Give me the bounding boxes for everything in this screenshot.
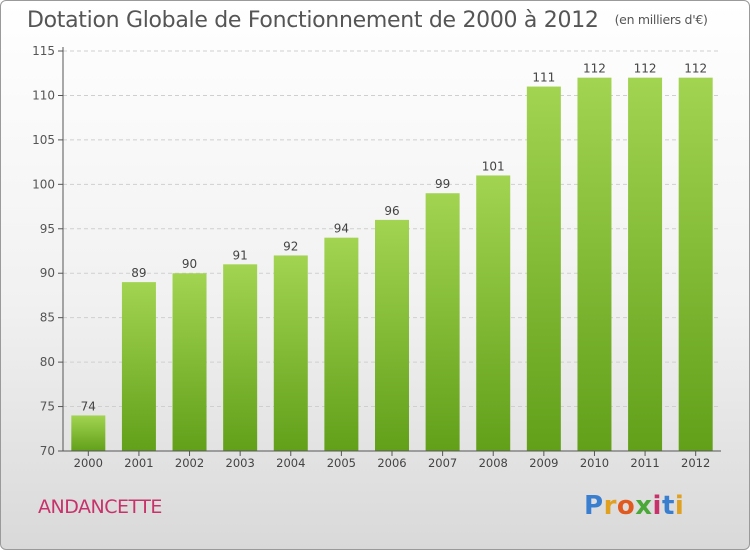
x-tick-label: 2008 xyxy=(479,456,508,470)
data-label: 96 xyxy=(384,204,399,218)
axes: 70 75 80 85 90 95 100 105 110 115 2000 2001 2002 2003… xyxy=(32,44,721,470)
bar xyxy=(375,219,409,451)
logo-letter: x xyxy=(635,491,653,521)
x-tick-label: 2010 xyxy=(580,456,609,470)
logo-letter: t xyxy=(661,491,675,521)
logo-letter: i xyxy=(652,491,662,521)
data-label: 111 xyxy=(532,71,555,85)
x-tick-label: 2003 xyxy=(226,456,255,470)
x-tick-label: 2002 xyxy=(175,456,204,470)
x-tick-label: 2004 xyxy=(276,456,305,470)
x-tick-label: 2006 xyxy=(377,456,406,470)
data-label: 89 xyxy=(131,266,146,280)
x-tick-label: 2009 xyxy=(529,456,558,470)
y-tick-label: 85 xyxy=(40,311,55,325)
title-text: Dotation Globale de Fonctionnement de 20… xyxy=(27,8,599,33)
bar xyxy=(678,77,713,452)
data-label: 90 xyxy=(182,257,197,271)
y-tick-label: 110 xyxy=(32,88,55,102)
bar xyxy=(324,237,359,451)
proxiti-logo[interactable]: Proxiti xyxy=(584,491,684,521)
bar xyxy=(577,77,612,452)
bar xyxy=(628,77,663,452)
data-label: 112 xyxy=(634,62,657,76)
y-tick-label: 70 xyxy=(40,444,55,458)
data-label: 99 xyxy=(435,177,450,191)
bar xyxy=(223,264,258,451)
data-label: 112 xyxy=(583,62,606,76)
y-tick-label: 100 xyxy=(32,177,55,191)
logo-letter: o xyxy=(616,491,636,521)
bar xyxy=(273,255,308,451)
y-tick-label: 75 xyxy=(40,400,55,414)
y-tick-label: 90 xyxy=(40,266,55,280)
data-label: 94 xyxy=(334,222,349,236)
bar xyxy=(121,282,156,451)
y-tick-label: 105 xyxy=(32,133,55,147)
bar xyxy=(476,175,511,451)
logo-letter: P xyxy=(584,491,604,521)
x-tick-label: 2000 xyxy=(74,456,103,470)
bar xyxy=(526,86,561,452)
bar xyxy=(71,415,106,451)
bar xyxy=(172,273,207,451)
logo-letter: r xyxy=(603,491,617,521)
y-tick-label: 80 xyxy=(40,355,55,369)
x-tick-label: 2012 xyxy=(681,456,710,470)
x-tick-label: 2005 xyxy=(327,456,356,470)
commune-name: ANDANCETTE xyxy=(38,496,162,518)
x-tick-label: 2001 xyxy=(124,456,153,470)
bar xyxy=(425,193,460,451)
y-tick-label: 95 xyxy=(40,222,55,236)
y-tick-label: 115 xyxy=(32,44,55,58)
logo-letter: i xyxy=(674,491,685,521)
chart-title: Dotation Globale de Fonctionnement de 20… xyxy=(27,8,708,33)
x-tick-label: 2007 xyxy=(428,456,457,470)
x-tick-label: 2011 xyxy=(630,456,659,470)
data-label: 74 xyxy=(81,399,96,413)
data-label: 112 xyxy=(684,62,707,76)
unit-label: (en milliers d'€) xyxy=(614,12,708,27)
data-label: 101 xyxy=(482,159,505,173)
data-label: 91 xyxy=(233,248,248,262)
bars: 74 89 90 91 92 94 96 99 101 111 112 112 112 xyxy=(71,62,713,452)
data-label: 92 xyxy=(283,239,298,253)
